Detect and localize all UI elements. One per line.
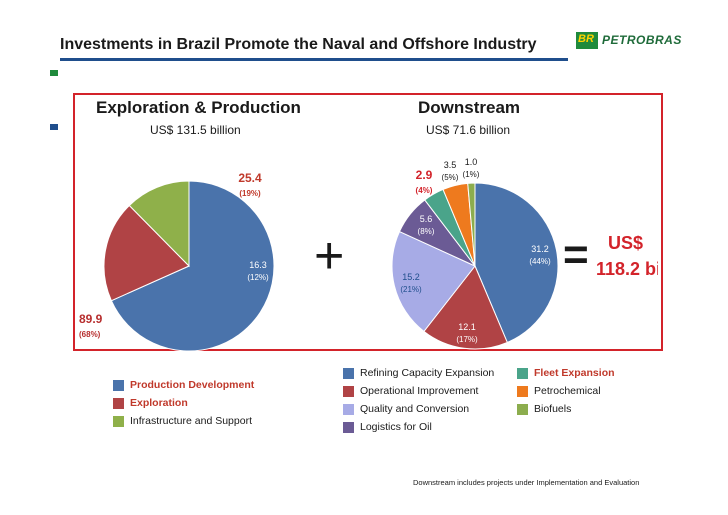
pct-label-operational-improvement: (17%) (456, 335, 478, 344)
legend-swatch-logistics-for-oil (343, 421, 354, 433)
pct-label-refining-capacity-expansion: (44%) (529, 257, 551, 266)
legend-swatch-petrochemical (517, 385, 528, 397)
legend-item-production-development: Production Development (113, 379, 254, 391)
investment-frame (73, 93, 663, 351)
legend-item-logistics-for-oil: Logistics for Oil (343, 421, 432, 433)
legend-swatch-infrastructure-and-support (113, 415, 124, 427)
exploration-subtitle: US$ 131.5 billion (150, 123, 241, 137)
exploration-pie: 89.9 (68%) 25.4 (19%) 16.3 (12%) (79, 171, 275, 352)
pct-label-infrastructure-and-support: (12%) (247, 273, 269, 282)
legend-item-fleet-expansion: Fleet Expansion (517, 367, 615, 379)
value-label-fleet-expansion: 2.9 (416, 168, 433, 182)
equals-sign: = (563, 230, 589, 279)
pie-slice-biofuels (467, 182, 476, 267)
logo-wordmark: PETROBRAS (602, 33, 682, 47)
legend-item-operational-improvement: Operational Improvement (343, 385, 478, 397)
legend-swatch-refining-capacity-expansion (343, 367, 354, 379)
legend-item-petrochemical: Petrochemical (517, 385, 601, 397)
pct-label-production-development: (68%) (79, 330, 101, 339)
pie-slice-operational-improvement (423, 265, 508, 350)
side-marker-green (50, 70, 58, 76)
legend-item-quality-and-conversion: Quality and Conversion (343, 403, 469, 415)
legend-swatch-production-development (113, 379, 124, 391)
side-marker-blue (50, 124, 58, 130)
value-label-petrochemical: 3.5 (444, 160, 457, 170)
pie-slice-refining-capacity-expansion (474, 182, 559, 344)
legend-label-operational-improvement: Operational Improvement (360, 385, 479, 398)
value-label-logistics-for-oil: 5.6 (420, 214, 433, 224)
legend-item-exploration: Exploration (113, 397, 188, 409)
legend-item-refining-capacity-expansion: Refining Capacity Expansion (343, 367, 494, 379)
value-label-quality-and-conversion: 15.2 (402, 272, 420, 282)
legend-swatch-biofuels (517, 403, 528, 415)
downstream-pie: 31.2 (44%) 12.1 (17%) 15.2 (21%) 5.6 (8%) 2.9 (4%… (391, 157, 559, 350)
legend-item-biofuels: Biofuels (517, 403, 571, 415)
title-underline (60, 58, 568, 61)
legend-label-logistics-for-oil: Logistics for Oil (360, 421, 432, 434)
legend-label-infrastructure-and-support: Infrastructure and Support (130, 415, 252, 428)
legend-label-quality-and-conversion: Quality and Conversion (360, 403, 470, 416)
pie-slice-infrastructure-and-support (128, 180, 190, 268)
downstream-subtitle: US$ 71.6 billion (426, 123, 511, 137)
legend-label-fleet-expansion: Fleet Expansion (534, 367, 615, 380)
total-currency: US$ (608, 233, 644, 253)
logo-badge: BR (576, 32, 598, 49)
legend-label-production-development: Production Development (130, 379, 255, 392)
value-label-production-development: 89.9 (79, 312, 103, 326)
legend-swatch-exploration (113, 397, 124, 409)
value-label-biofuels: 1.0 (465, 157, 478, 167)
exploration-title: Exploration & Production (96, 98, 301, 117)
pie-slice-exploration (103, 204, 190, 302)
pct-label-exploration: (19%) (239, 189, 261, 198)
legend-label-refining-capacity-expansion: Refining Capacity Expansion (360, 367, 495, 380)
legend-swatch-fleet-expansion (517, 367, 528, 379)
value-label-refining-capacity-expansion: 31.2 (531, 244, 549, 254)
pie-slice-quality-and-conversion (391, 230, 476, 333)
petrobras-logo: BR PETROBRAS (576, 32, 716, 52)
page-title: Investments in Brazil Promote the Naval … (60, 36, 537, 53)
pct-label-petrochemical: (5%) (442, 173, 459, 182)
legend-label-biofuels: Biofuels (534, 403, 572, 416)
value-label-infrastructure-and-support: 16.3 (249, 260, 267, 270)
pct-label-logistics-for-oil: (8%) (418, 227, 435, 236)
value-label-operational-improvement: 12.1 (458, 322, 476, 332)
pct-label-fleet-expansion: (4%) (416, 186, 433, 195)
value-label-exploration: 25.4 (238, 171, 262, 185)
legend-label-exploration: Exploration (130, 397, 188, 410)
downstream-title: Downstream (418, 98, 521, 117)
footnote: Downstream includes projects under Imple… (413, 478, 640, 487)
pie-slice-production-development (110, 180, 275, 352)
legend-swatch-operational-improvement (343, 385, 354, 397)
plus-sign: + (314, 227, 345, 285)
total-amount: 118.2 bi (596, 259, 658, 279)
pct-label-biofuels: (1%) (463, 170, 480, 179)
legend-swatch-quality-and-conversion (343, 403, 354, 415)
legend-item-infrastructure-and-support: Infrastructure and Support (113, 415, 252, 427)
legend-label-petrochemical: Petrochemical (534, 385, 601, 398)
logo-badge-text: BR (578, 33, 594, 45)
pct-label-quality-and-conversion: (21%) (400, 285, 422, 294)
